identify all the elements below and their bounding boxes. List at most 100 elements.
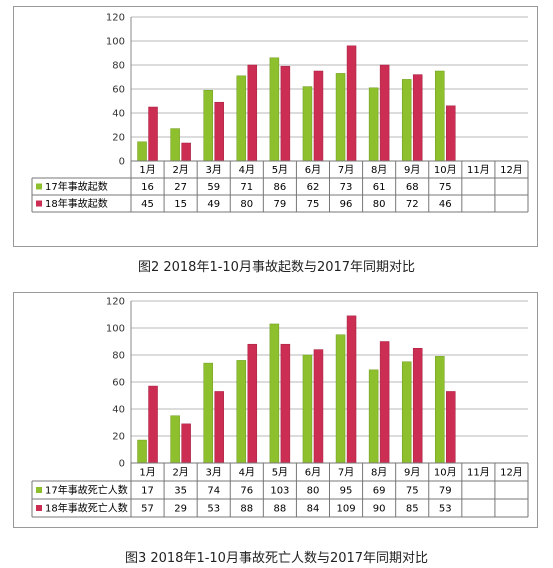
y-tick-label: 80 (112, 61, 125, 72)
bar-series-a (435, 70, 445, 162)
bar-series-a (435, 356, 445, 464)
bar-series-b (247, 343, 258, 464)
data-label: 17 (141, 486, 154, 497)
y-tick-label: 0 (119, 157, 125, 168)
bar-series-a (170, 415, 180, 464)
category-label: 6月 (305, 164, 321, 176)
data-label: 90 (373, 504, 386, 515)
bar-series-b (247, 64, 258, 162)
bar-series-b (412, 348, 423, 464)
data-label: 80 (373, 199, 386, 210)
category-label: 10月 (434, 164, 457, 176)
bar-series-a (368, 369, 379, 464)
data-label: 76 (240, 486, 253, 497)
data-label: 49 (207, 199, 220, 210)
category-label: 9月 (404, 164, 420, 176)
category-label: 10月 (434, 467, 457, 479)
bar-series-a (302, 354, 313, 464)
bar-series-a (137, 141, 147, 162)
legend-swatch (36, 200, 42, 207)
y-tick-label: 40 (112, 109, 125, 120)
bar-series-b (412, 74, 423, 162)
data-label: 45 (141, 199, 154, 210)
data-label: 95 (340, 486, 353, 497)
category-label: 9月 (404, 467, 420, 479)
data-label: 80 (240, 199, 253, 210)
y-tick-label: 80 (112, 351, 125, 362)
data-label: 71 (240, 182, 253, 193)
category-label: 2月 (172, 164, 188, 176)
bar-series-a (203, 89, 213, 162)
y-tick-label: 20 (112, 432, 125, 443)
data-label: 62 (307, 182, 320, 193)
category-label: 8月 (371, 164, 387, 176)
bar-series-a (170, 128, 180, 162)
category-label: 4月 (239, 467, 255, 479)
data-label: 88 (240, 504, 253, 515)
bar-series-b (214, 101, 224, 162)
bar-series-b (313, 70, 324, 162)
bar-series-b (379, 64, 390, 162)
bar-series-b (181, 142, 191, 162)
bar-series-a (236, 75, 247, 162)
category-label: 7月 (338, 467, 354, 479)
data-label: 96 (340, 199, 353, 210)
bar-series-b (379, 341, 390, 464)
legend-label: 17年事故起数 (45, 180, 108, 193)
y-tick-label: 60 (112, 85, 125, 96)
data-label: 85 (406, 504, 419, 515)
y-tick-label: 100 (106, 324, 125, 335)
y-tick-label: 120 (106, 297, 125, 308)
data-label: 86 (274, 182, 287, 193)
y-tick-label: 120 (106, 13, 125, 24)
legend-swatch (36, 487, 42, 493)
category-label: 12月 (500, 467, 523, 479)
bar-series-b (280, 65, 291, 162)
data-label: 79 (274, 199, 287, 210)
category-label: 6月 (305, 467, 321, 479)
bar-series-b (148, 106, 158, 162)
bar-series-b (280, 343, 291, 464)
data-label: 88 (274, 504, 287, 515)
category-label: 4月 (239, 164, 255, 176)
bar-series-a (368, 87, 379, 162)
data-label: 53 (439, 504, 452, 515)
category-label: 12月 (500, 164, 523, 176)
bar-series-b (346, 315, 357, 464)
category-label: 11月 (467, 164, 490, 176)
y-tick-label: 40 (112, 405, 125, 416)
legend-swatch (36, 505, 42, 511)
legend-label: 18年事故死亡人数 (45, 502, 128, 515)
data-label: 75 (307, 199, 320, 210)
data-label: 109 (336, 504, 355, 515)
bar-series-a (269, 57, 280, 162)
bar-series-a (203, 362, 213, 464)
data-label: 74 (207, 486, 220, 497)
death-count-chart: 0 20 40 60 80 100 120 1月 2月 3月 4月 5月 6月 7月 8月 9月 10月 11月 1… (31, 297, 529, 518)
category-label: 3月 (206, 164, 222, 176)
category-label: 7月 (338, 164, 354, 176)
bar-series-a (269, 323, 280, 464)
data-label: 75 (406, 486, 419, 497)
data-label: 15 (174, 199, 187, 210)
data-label: 79 (439, 486, 452, 497)
data-label: 72 (406, 199, 419, 210)
bar-series-b (446, 105, 456, 162)
bar-series-b (313, 349, 324, 464)
category-label: 8月 (371, 467, 387, 479)
category-label: 2月 (172, 467, 188, 479)
category-label: 1月 (139, 164, 155, 176)
data-label: 103 (270, 486, 289, 497)
bar-series-b (148, 385, 158, 464)
bar-series-b (346, 45, 357, 162)
chart-panel-accidents: 0 20 40 60 80 100 120 1月 2月 3月 4月 5月 6月 7月 8月 9月 10月 11月 1… (13, 6, 538, 247)
data-label: 84 (307, 504, 320, 515)
data-label: 73 (340, 182, 353, 193)
legend-label: 17年事故死亡人数 (45, 484, 128, 497)
data-label: 35 (174, 486, 187, 497)
category-label: 5月 (272, 467, 288, 479)
bar-series-a (335, 73, 346, 162)
y-tick-label: 0 (119, 459, 125, 470)
category-label: 1月 (139, 467, 155, 479)
data-label: 75 (439, 182, 452, 193)
